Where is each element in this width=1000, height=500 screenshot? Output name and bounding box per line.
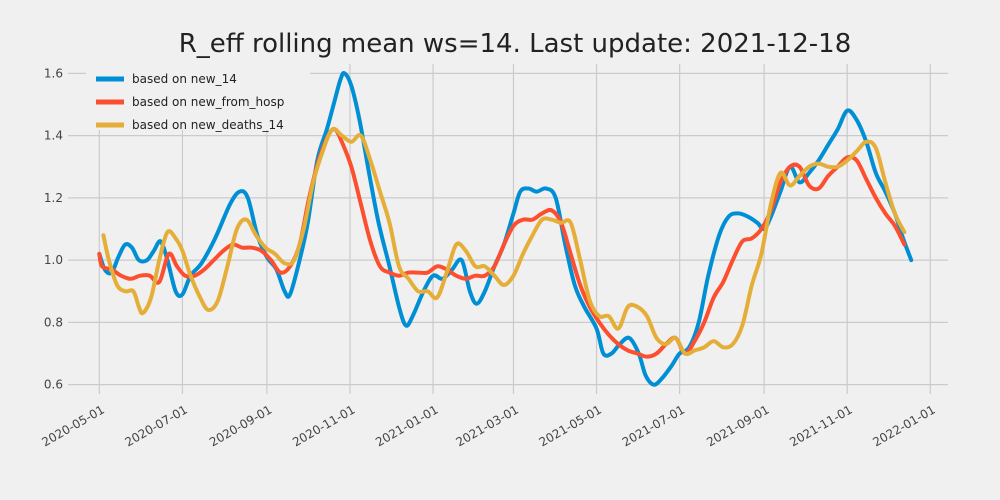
legend-label-based-on-new-14: based on new_14 <box>132 72 237 86</box>
y-tick-label: 1.4 <box>44 129 63 143</box>
series-line-based-on-new-deaths-14 <box>101 126 907 357</box>
y-tick-label: 0.6 <box>44 378 63 392</box>
legend-label-based-on-new-deaths-14: based on new_deaths_14 <box>132 118 284 132</box>
chart-title: R_eff rolling mean ws=14. Last update: 2… <box>179 29 852 59</box>
y-tick-label: 0.8 <box>44 315 63 329</box>
y-axis-ticks: 0.6 0.8 1.0 1.2 1.4 1.6 <box>44 66 63 391</box>
legend-box <box>86 64 310 130</box>
legend-label-based-on-new-from-hosp: based on new_from_hosp <box>132 95 284 109</box>
y-tick-label: 1.6 <box>44 66 63 80</box>
y-tick-label: 1.2 <box>44 191 63 205</box>
series-lines <box>97 71 914 387</box>
y-tick-label: 1.0 <box>44 253 63 267</box>
